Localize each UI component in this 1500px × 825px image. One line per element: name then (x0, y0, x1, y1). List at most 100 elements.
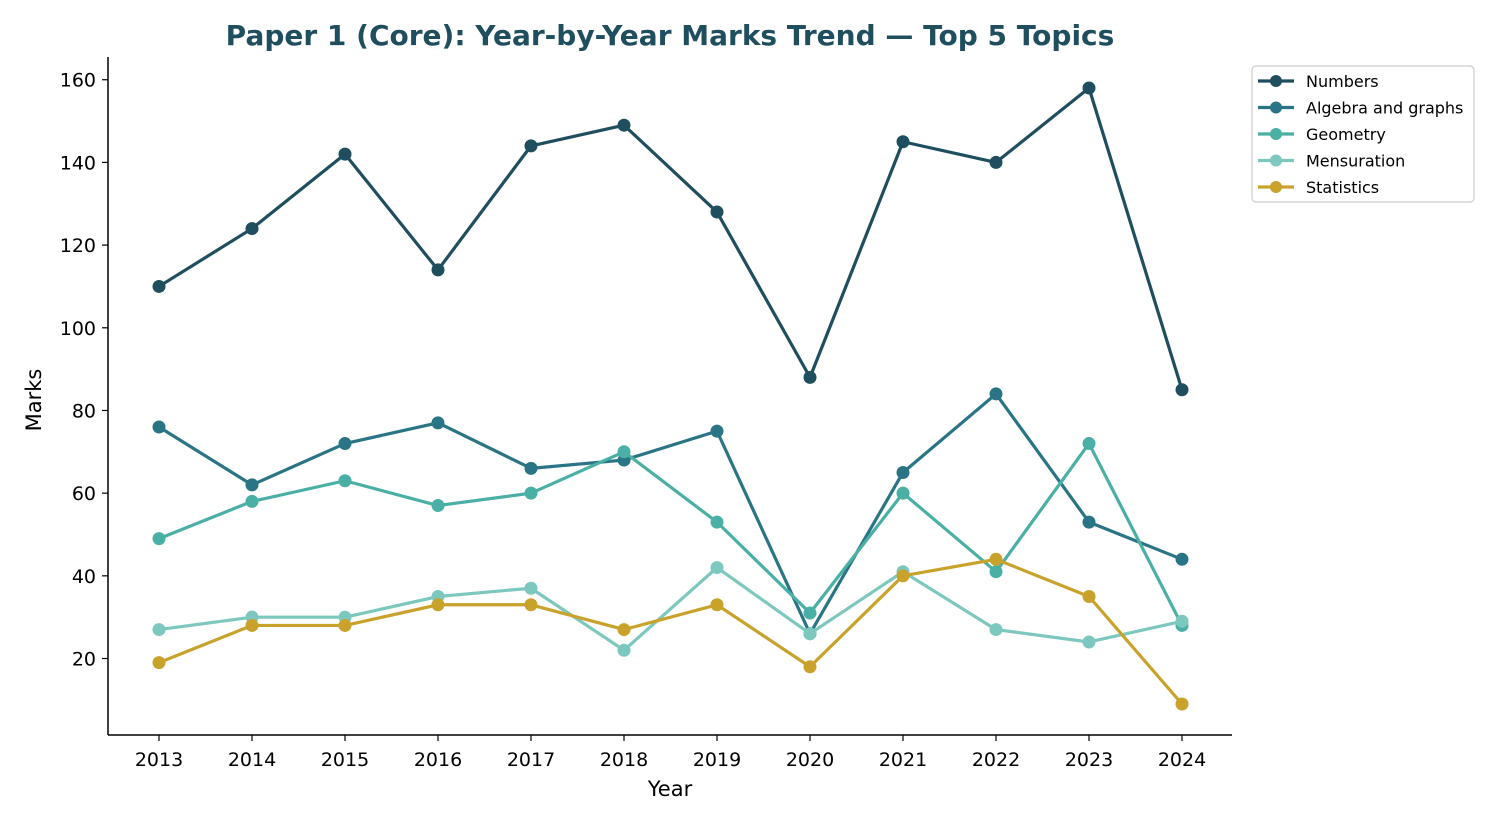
data-point (338, 474, 352, 488)
legend-box (1251, 65, 1475, 203)
y-tick-label: 160 (60, 70, 96, 92)
y-tick-label: 140 (60, 152, 96, 174)
data-point (617, 118, 631, 132)
data-point (989, 623, 1003, 637)
data-point (617, 445, 631, 459)
series-line (157, 557, 1184, 706)
data-point (896, 569, 910, 583)
legend-label: Statistics (1306, 178, 1379, 197)
data-point (524, 581, 538, 595)
data-point (524, 598, 538, 612)
data-point (710, 205, 724, 219)
series-line (157, 565, 1184, 652)
data-point (431, 499, 445, 513)
data-point (245, 478, 259, 492)
data-point (245, 618, 259, 632)
data-point (896, 135, 910, 149)
data-point (338, 147, 352, 161)
data-point (710, 515, 724, 529)
data-point (338, 618, 352, 632)
x-axis-label: Year (647, 777, 693, 801)
x-tick-label: 2023 (1065, 749, 1113, 771)
legend-swatch-marker (1270, 75, 1282, 87)
data-point (989, 155, 1003, 169)
x-tick-label: 2014 (228, 749, 276, 771)
data-point (152, 623, 166, 637)
legend-item: Numbers (1258, 72, 1379, 91)
x-tick-label: 2013 (135, 749, 183, 771)
series-algebra-and-graphs (152, 387, 1189, 641)
y-tick-label: 60 (72, 483, 96, 505)
series-mensuration (152, 561, 1189, 657)
legend-swatch-marker (1270, 154, 1282, 167)
series-layer (152, 81, 1189, 711)
y-axis-label: Marks (22, 369, 46, 432)
x-tick-label: 2022 (972, 749, 1020, 771)
series-numbers (152, 81, 1189, 397)
data-point (710, 424, 724, 438)
data-point (431, 598, 445, 612)
data-point (1082, 81, 1096, 95)
data-point (524, 139, 538, 153)
data-point (989, 387, 1003, 401)
data-point (524, 461, 538, 475)
data-point (617, 643, 631, 657)
series-geometry (152, 437, 1189, 632)
data-point (803, 627, 817, 641)
data-point (803, 660, 817, 674)
data-point (1175, 697, 1189, 711)
legend-item: Geometry (1258, 125, 1386, 144)
series-line (157, 441, 1184, 628)
data-point (152, 420, 166, 434)
series-line (157, 392, 1184, 636)
data-point (989, 552, 1003, 566)
legend-swatch-marker (1270, 128, 1282, 140)
data-point (989, 565, 1003, 579)
data-point (1175, 614, 1189, 628)
x-tick-label: 2024 (1158, 749, 1206, 771)
data-point (896, 486, 910, 500)
series-statistics (152, 552, 1189, 711)
legend-item: Mensuration (1258, 152, 1405, 171)
data-point (338, 437, 352, 451)
data-point (1175, 552, 1189, 566)
legend-item: Statistics (1258, 178, 1379, 197)
x-tick-label: 2020 (786, 749, 834, 771)
data-point (617, 623, 631, 637)
data-point (1082, 590, 1096, 604)
x-tick-label: 2021 (879, 749, 927, 771)
data-point (1082, 635, 1096, 649)
x-tick-label: 2016 (414, 749, 462, 771)
data-point (710, 561, 724, 575)
legend-label: Mensuration (1306, 152, 1405, 171)
y-tick-label: 80 (72, 400, 96, 422)
x-tick-label: 2017 (507, 749, 555, 771)
x-tick-label: 2015 (321, 749, 369, 771)
data-point (152, 532, 166, 546)
x-tick-label: 2018 (600, 749, 648, 771)
data-point (245, 222, 259, 236)
legend: Numbers Algebra and graphs Geometry Mensura… (1251, 65, 1475, 203)
y-tick-label: 40 (72, 566, 96, 588)
series-line (157, 86, 1184, 392)
legend-item: Algebra and graphs (1258, 99, 1463, 118)
y-tick-label: 100 (60, 318, 96, 340)
legend-label: Numbers (1306, 72, 1379, 91)
x-tick-label: 2019 (693, 749, 741, 771)
legend-swatch-marker (1270, 181, 1282, 193)
data-point (1082, 515, 1096, 529)
data-point (896, 465, 910, 479)
data-point (431, 263, 445, 277)
legend-label: Algebra and graphs (1306, 99, 1463, 118)
y-tick-label: 20 (72, 649, 96, 671)
data-point (152, 279, 166, 293)
data-point (803, 370, 817, 384)
data-point (524, 486, 538, 500)
data-point (1082, 437, 1096, 451)
legend-swatch-marker (1270, 101, 1282, 114)
legend-label: Geometry (1306, 125, 1386, 144)
y-tick-label: 120 (60, 235, 96, 257)
data-point (431, 416, 445, 430)
axes: 20 40 60 80 100 120 140 160 2013 2014 2015 2016 2017… (60, 57, 1232, 771)
